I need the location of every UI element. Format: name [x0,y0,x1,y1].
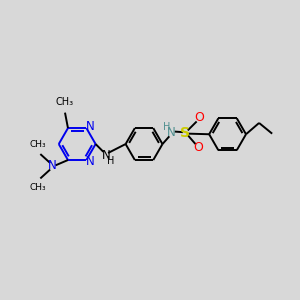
Text: N: N [102,149,111,162]
Text: N: N [167,126,176,139]
Text: O: O [194,111,204,124]
Text: H: H [163,122,171,132]
Text: CH₃: CH₃ [55,97,74,107]
Text: CH₃: CH₃ [30,183,46,192]
Text: N: N [86,120,94,133]
Text: CH₃: CH₃ [30,140,46,149]
Text: H: H [107,156,114,166]
Text: O: O [193,141,203,154]
Text: S: S [180,126,190,140]
Text: N: N [48,160,57,172]
Text: N: N [86,155,94,168]
